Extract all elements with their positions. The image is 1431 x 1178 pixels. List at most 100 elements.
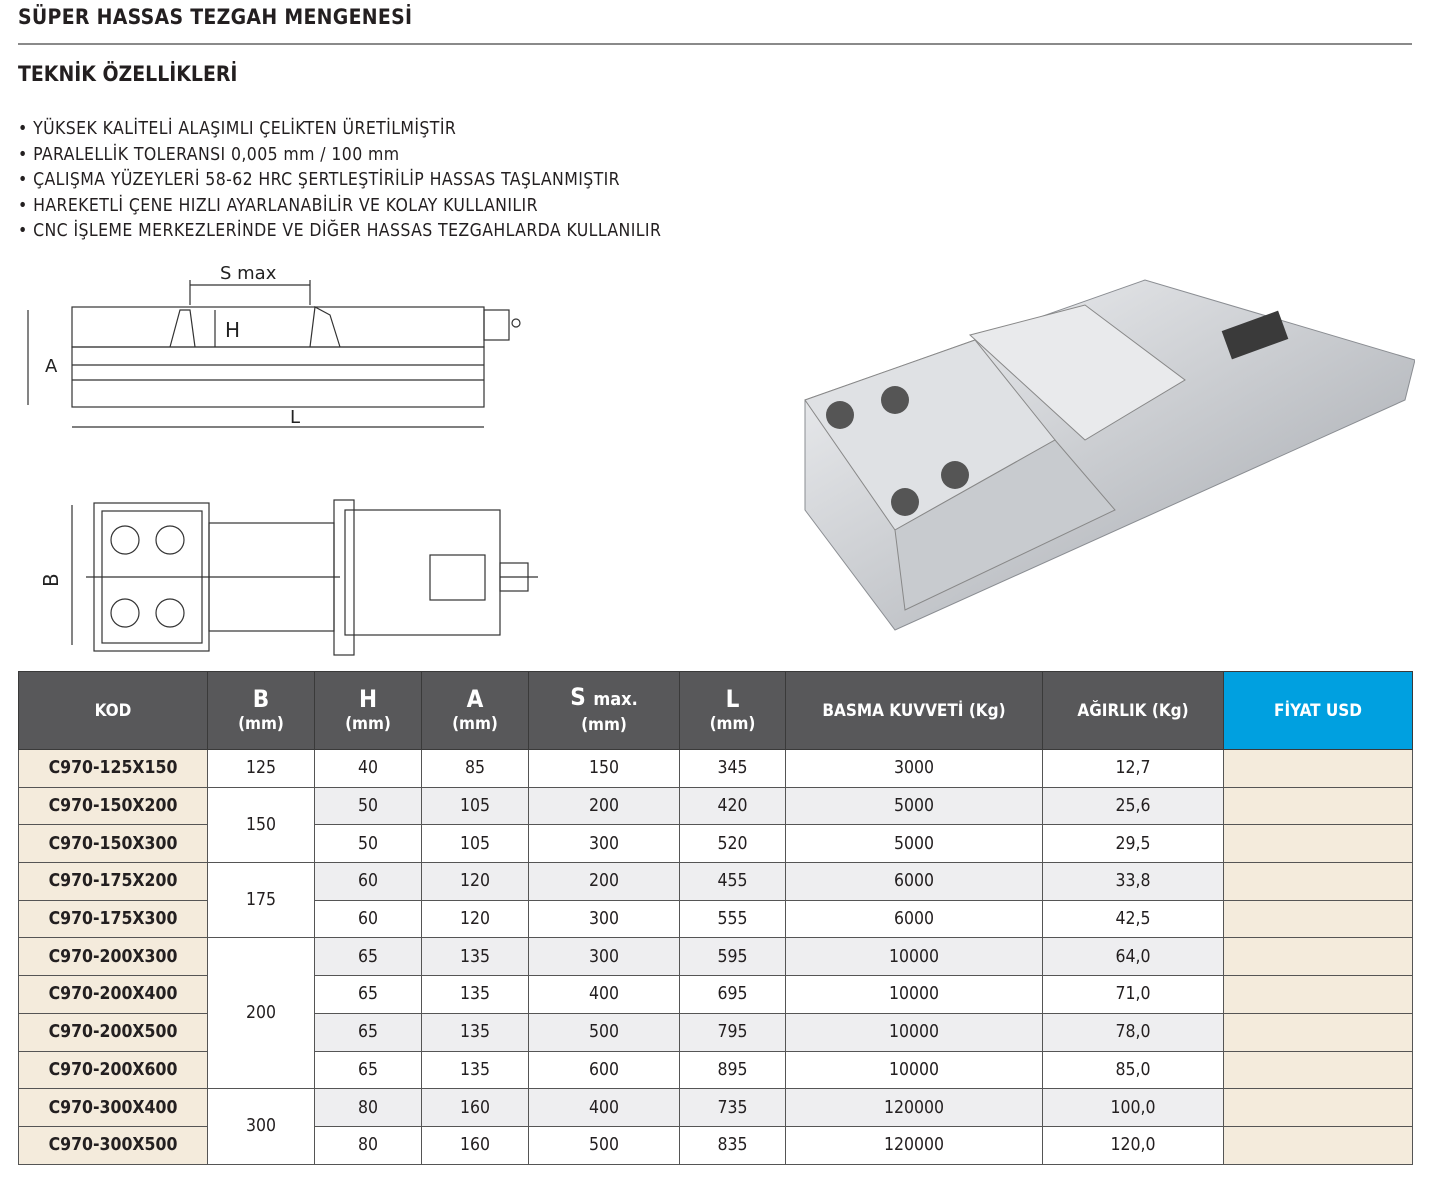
col-basma: BASMA KUVVETİ (Kg) (785, 671, 1043, 750)
cell-agirlik: 71,0 (1042, 975, 1224, 1014)
cell-fiyat (1223, 937, 1413, 977)
cell-kod: C970-125X150 (18, 749, 208, 788)
cell-fiyat (1223, 1125, 1413, 1165)
cell-kod: C970-200X300 (18, 937, 208, 977)
cell-s: 200 (528, 862, 680, 901)
cell-l: 795 (679, 1012, 786, 1052)
cell-a: 160 (421, 1125, 529, 1165)
cell-s: 300 (528, 937, 680, 977)
cell-l: 520 (679, 824, 786, 864)
b-label: B (40, 573, 63, 587)
cell-basma: 6000 (785, 862, 1043, 901)
cell-agirlik: 12,7 (1042, 749, 1224, 788)
cell-fiyat (1223, 824, 1413, 864)
cell-agirlik: 85,0 (1042, 1050, 1224, 1090)
cell-l: 595 (679, 937, 786, 977)
cell-h: 50 (314, 786, 422, 826)
col-l: L (mm) (679, 671, 786, 750)
cell-a: 160 (421, 1088, 529, 1127)
cell-basma: 10000 (785, 1012, 1043, 1052)
col-kod: KOD (18, 671, 208, 750)
cell-kod: C970-175X200 (18, 862, 208, 901)
cell-agirlik: 64,0 (1042, 937, 1224, 977)
cell-fiyat (1223, 1088, 1413, 1127)
cell-agirlik: 100,0 (1042, 1088, 1224, 1127)
cell-a: 85 (421, 749, 529, 788)
specs-table: KOD B (mm) H (mm) A (mm) S max. (mm) L (mm) B… (18, 671, 1413, 1165)
cell-l: 420 (679, 786, 786, 826)
cell-kod: C970-150X200 (18, 786, 208, 826)
feature-item: YÜKSEK KALİTELİ ALAŞIMLI ÇELİKTEN ÜRETİL… (18, 117, 661, 143)
col-a: A (mm) (421, 671, 529, 750)
cell-l: 345 (679, 749, 786, 788)
col-smax: S max. (mm) (528, 671, 680, 750)
cell-b: 200 (207, 937, 315, 1090)
cell-kod: C970-150X300 (18, 824, 208, 864)
cell-fiyat (1223, 786, 1413, 826)
cell-agirlik: 25,6 (1042, 786, 1224, 826)
cell-b: 300 (207, 1088, 315, 1165)
top-view-drawing: B (40, 499, 538, 656)
a-label: A (45, 356, 58, 377)
table-row: C970-150X200 150 50 105 200 420 5000 25,6 (18, 786, 1413, 864)
table-row: C970-150X300 50 105 300 520 5000 29,5 (18, 824, 1413, 864)
cell-fiyat (1223, 899, 1413, 939)
product-photo (804, 279, 1415, 631)
cell-kod: C970-175X300 (18, 899, 208, 939)
cell-h: 65 (314, 937, 422, 977)
cell-l: 695 (679, 975, 786, 1014)
cell-l: 455 (679, 862, 786, 901)
cell-a: 105 (421, 824, 529, 864)
cell-agirlik: 33,8 (1042, 862, 1224, 901)
cell-h: 80 (314, 1088, 422, 1127)
cell-a: 120 (421, 862, 529, 901)
h-label: H (225, 318, 240, 342)
col-h: H (mm) (314, 671, 422, 750)
cell-s: 600 (528, 1050, 680, 1090)
cell-fiyat (1223, 1012, 1413, 1052)
cell-l: 735 (679, 1088, 786, 1127)
cell-s: 400 (528, 975, 680, 1014)
cell-kod: C970-300X400 (18, 1088, 208, 1127)
table-row: C970-200X500 65 135 500 795 10000 78,0 (18, 1012, 1413, 1052)
feature-list: YÜKSEK KALİTELİ ALAŞIMLI ÇELİKTEN ÜRETİL… (18, 117, 661, 245)
cell-agirlik: 120,0 (1042, 1125, 1224, 1165)
col-agirlik: AĞIRLIK (Kg) (1042, 671, 1224, 750)
cell-s: 150 (528, 749, 680, 788)
cell-s: 500 (528, 1125, 680, 1165)
cell-basma: 10000 (785, 1050, 1043, 1090)
table-row: C970-200X400 65 135 400 695 10000 71,0 (18, 975, 1413, 1014)
cell-b: 175 (207, 862, 315, 939)
table-row: C970-300X400 300 80 160 400 735 120000 100,0 (18, 1088, 1413, 1165)
cell-a: 135 (421, 937, 529, 977)
cell-agirlik: 78,0 (1042, 1012, 1224, 1052)
cell-l: 555 (679, 899, 786, 939)
cell-s: 300 (528, 899, 680, 939)
cell-basma: 120000 (785, 1125, 1043, 1165)
cell-h: 65 (314, 1012, 422, 1052)
cell-kod: C970-200X600 (18, 1050, 208, 1090)
cell-basma: 10000 (785, 975, 1043, 1014)
feature-item: PARALELLİK TOLERANSI 0,005 mm / 100 mm (18, 143, 661, 169)
cell-fiyat (1223, 1050, 1413, 1090)
cell-basma: 120000 (785, 1088, 1043, 1127)
divider (18, 43, 1412, 45)
cell-h: 80 (314, 1125, 422, 1165)
cell-agirlik: 29,5 (1042, 824, 1224, 864)
table-row: C970-125X150 125 40 85 150 345 3000 12,7 (18, 749, 1413, 788)
cell-kod: C970-300X500 (18, 1125, 208, 1165)
cell-l: 895 (679, 1050, 786, 1090)
cell-fiyat (1223, 862, 1413, 901)
cell-a: 135 (421, 1050, 529, 1090)
cell-basma: 5000 (785, 786, 1043, 826)
cell-fiyat (1223, 749, 1413, 788)
cell-l: 835 (679, 1125, 786, 1165)
cell-a: 105 (421, 786, 529, 826)
cell-b: 125 (207, 749, 315, 788)
table-row: C970-200X300 200 65 135 300 595 10000 64,0 (18, 937, 1413, 1090)
cell-fiyat (1223, 975, 1413, 1014)
cell-a: 135 (421, 1012, 529, 1052)
cell-h: 60 (314, 862, 422, 901)
feature-item: HAREKETLİ ÇENE HIZLI AYARLANABİLİR VE KO… (18, 194, 661, 220)
table-row: C970-175X200 175 60 120 200 455 6000 33,8 (18, 862, 1413, 939)
